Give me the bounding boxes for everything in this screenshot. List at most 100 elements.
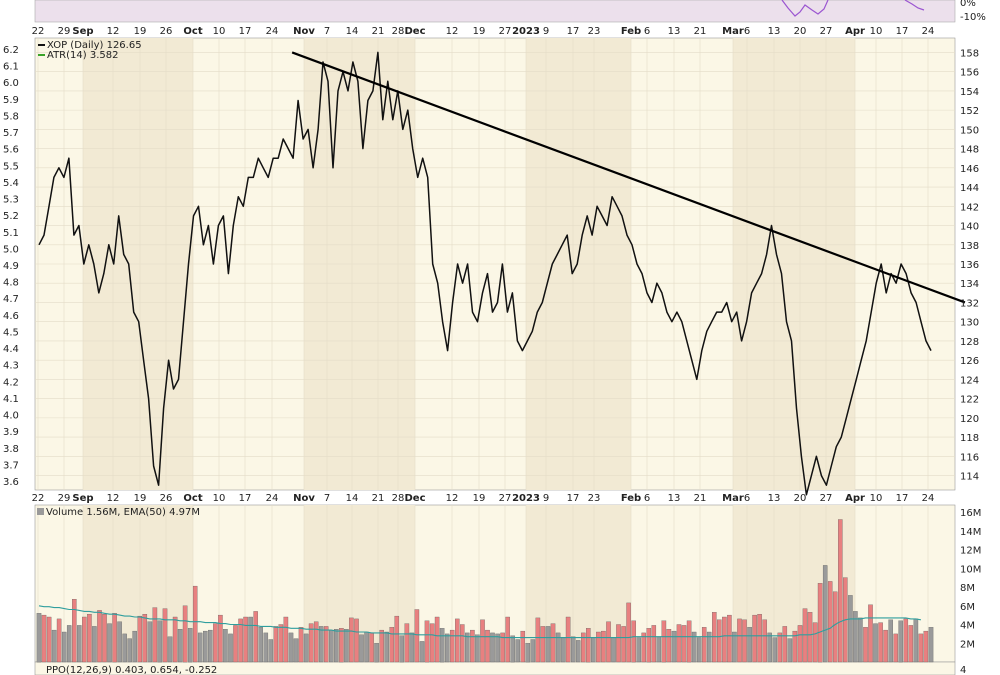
volume-bar (323, 626, 329, 663)
volume-bar (545, 626, 551, 663)
volume-bar (273, 626, 279, 663)
x-tick-label-bottom: 23 (588, 493, 601, 504)
chart-background (34, 0, 956, 675)
x-tick-label-top: 21 (694, 26, 707, 37)
top-panel-bg (34, 0, 956, 23)
volume-bar (636, 637, 641, 663)
volume-bar (757, 614, 762, 663)
x-tick-label-bottom: 9 (543, 493, 549, 504)
y-left-tick-label: 4.9 (3, 261, 19, 272)
y-left-tick-label: 3.6 (3, 477, 19, 488)
volume-bar (92, 626, 97, 663)
volume-bar (152, 607, 158, 663)
volume-bar (429, 623, 435, 663)
y-left-tick-label: 4.1 (3, 394, 19, 405)
x-tick-label-top: 17 (239, 26, 252, 37)
volume-bar (752, 614, 757, 663)
volume-bar (142, 614, 148, 663)
y-right-tick-label: 120 (960, 414, 979, 425)
volume-bar (853, 611, 858, 663)
volume-bar (460, 624, 465, 663)
y-right-tick-label: 132 (960, 298, 979, 309)
volume-bar (107, 623, 112, 663)
volume-bar (722, 616, 727, 663)
x-tick-label-top: 27 (499, 26, 512, 37)
volume-bar (238, 618, 243, 663)
volume-bar (787, 638, 793, 663)
volume-bar (56, 618, 62, 663)
y-left-tick-label: 5.8 (3, 111, 19, 122)
x-tick-label-top: 12 (107, 26, 120, 37)
volume-bar (747, 627, 752, 663)
ppo-panel: PPO(12,26,9) 0.403, 0.654, -0.252 (46, 665, 217, 675)
y-left-tick-label: 5.0 (3, 244, 19, 255)
top-y-tick-label: 0% (960, 0, 976, 9)
volume-y-tick-label: 2M (960, 639, 975, 650)
volume-bar (883, 629, 888, 663)
volume-bar (606, 621, 611, 663)
volume-bar (334, 629, 339, 663)
y-right-tick-label: 116 (960, 452, 979, 463)
volume-bar (515, 639, 520, 663)
y-left-tick-label: 4.3 (3, 361, 19, 372)
volume-bar (631, 620, 636, 663)
volume-bar (288, 632, 294, 663)
x-tick-label-bottom: 12 (446, 493, 459, 504)
volume-bar (127, 638, 132, 663)
volume-bar (213, 623, 218, 663)
x-tick-label-bottom: 17 (239, 493, 252, 504)
volume-bar (87, 614, 92, 663)
volume-bar (812, 622, 818, 663)
volume-bar (470, 629, 475, 663)
y-right-tick-label: 118 (960, 433, 979, 444)
y-left-tick-label: 4.5 (3, 327, 19, 338)
volume-bar (414, 609, 420, 663)
volume-bar (868, 604, 873, 663)
x-tick-label-top: Feb (621, 26, 641, 37)
volume-bar (777, 632, 783, 663)
volume-bar (374, 643, 379, 663)
volume-bar (117, 621, 122, 663)
volume-bar (177, 629, 183, 663)
y-right-tick-label: 152 (960, 106, 979, 117)
volume-bar (313, 621, 319, 663)
y-left-tick-label: 5.5 (3, 161, 19, 172)
volume-bar (36, 613, 42, 663)
x-tick-label-top: 29 (58, 26, 71, 37)
x-tick-label-bottom: 17 (567, 493, 580, 504)
volume-bar (389, 627, 395, 663)
volume-bar (742, 619, 747, 663)
volume-bar (485, 629, 490, 663)
x-tick-label-bottom: 27 (820, 493, 833, 504)
volume-bar (691, 631, 697, 663)
volume-bar (354, 618, 359, 663)
x-tick-label-top: 14 (346, 26, 359, 37)
x-tick-label-bottom: 6 (644, 493, 650, 504)
volume-bar (137, 615, 143, 663)
x-tick-label-bottom: 26 (160, 493, 173, 504)
volume-bar (832, 591, 838, 663)
x-tick-label-bottom: 19 (134, 493, 147, 504)
volume-bar (696, 637, 702, 663)
volume-bar (737, 618, 742, 663)
volume-bar (530, 639, 536, 663)
y-right-tick-label: 156 (960, 68, 979, 79)
volume-bar (419, 641, 425, 663)
volume-bar (298, 627, 304, 663)
y-right-tick-label: 144 (960, 183, 979, 194)
volume-bar (923, 630, 929, 663)
x-tick-label-top: 6 (744, 26, 750, 37)
x-tick-label-bottom: 19 (473, 493, 486, 504)
volume-bar (46, 616, 52, 663)
volume-bar (575, 640, 581, 663)
volume-bar (379, 629, 384, 663)
volume-bar (77, 625, 82, 663)
x-tick-label-top: 21 (372, 26, 385, 37)
volume-bar (208, 629, 213, 663)
volume-bar (570, 636, 576, 663)
volume-bar (898, 620, 903, 663)
volume-bar (233, 625, 238, 663)
volume-bar (525, 643, 531, 663)
legend-price: XOP (Daily) 126.65 (47, 40, 142, 51)
x-tick-label-top: 13 (768, 26, 781, 37)
